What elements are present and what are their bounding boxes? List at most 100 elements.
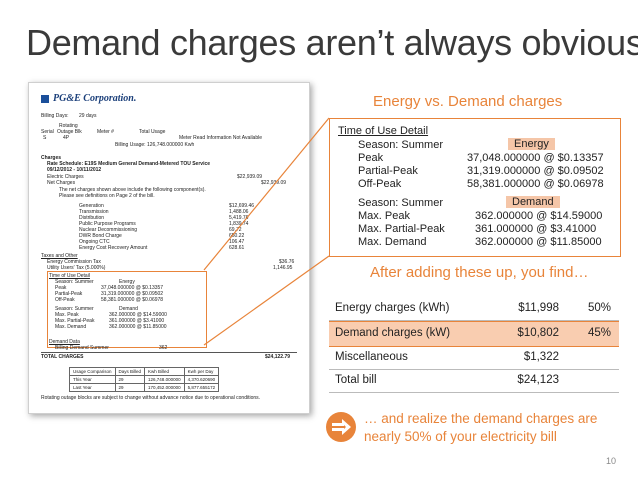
component-name: Nuclear Decommissioning: [79, 227, 138, 233]
tou-partial: Partial-Peak: [55, 291, 83, 297]
outage-blk-label: Outage Blk: [57, 129, 82, 135]
serial-label: Serial: [41, 129, 54, 135]
summary-amount: $11,998: [518, 302, 559, 314]
tou-energy: Energy: [119, 279, 135, 285]
table-cell: 29: [114, 375, 146, 384]
table-header-row: Usage Comparison Days Billed Kwh Billed …: [69, 367, 220, 376]
summary-label: Miscellaneous: [335, 351, 408, 363]
total-divider: [41, 352, 297, 353]
summary-row-demand: Demand charges (kW) $10,802 45%: [329, 321, 619, 347]
tou-offpeak-val: 58,381.000000 @ $0.06978: [101, 297, 164, 303]
table-row: This Year 29 126,748.000000 4,370.620690: [69, 375, 220, 384]
demand-data-label: Demand Data: [49, 339, 80, 345]
demand-tag: Demand: [506, 196, 560, 208]
table-header-cell: Usage Comparison: [69, 367, 116, 376]
table-header-cell: Kwh per Day: [183, 367, 220, 376]
component-name: Ongoing CTC: [79, 239, 110, 245]
tou-label: Time of Use Detail: [49, 273, 90, 279]
utility-tax-label: Utility Users' Tax (5.000%): [47, 265, 106, 271]
company-name: PG&E Corporation.: [53, 93, 137, 104]
meter-label: Meter #: [97, 129, 114, 135]
detail-offpeak-value: 58,381.000000 @ $0.06978: [467, 178, 604, 190]
total-charges-label: TOTAL CHARGES: [41, 354, 84, 360]
charges-label: Charges: [41, 155, 62, 161]
detail-maxpeak-value: 362.000000 @ $14.59000: [475, 210, 603, 222]
component-name: Public Purpose Programs: [79, 221, 136, 227]
component-name: DWR Bond Charge: [79, 233, 122, 239]
summary-row-misc: Miscellaneous $1,322: [329, 346, 619, 370]
net-note-2: Please see definitions on Page 2 of the …: [59, 193, 155, 199]
tou-demand: Demand: [119, 306, 138, 312]
table-header-cell: Days Billed: [114, 367, 146, 376]
summary-amount: $10,802: [517, 327, 559, 339]
net-charges-label: Net Charges: [47, 180, 76, 186]
detail-maxpartial-label: Max. Partial-Peak: [358, 223, 445, 235]
table-cell: 170,452.000000: [144, 383, 185, 392]
tou-partial-val: 31,319.000000 @ $0.09502: [101, 291, 164, 297]
table-cell: 29: [114, 383, 146, 392]
detail-partial-value: 31,319.000000 @ $0.09502: [467, 165, 604, 177]
utility-tax-amount: 1,146.95: [273, 265, 293, 271]
tou-season2: Season: Summer: [55, 306, 94, 312]
billing-demand-value: 362: [159, 345, 168, 351]
electric-charges-amount: $22,939.09: [237, 174, 263, 180]
component-name: Transmission: [79, 209, 109, 215]
tou-offpeak: Off-Peak: [55, 297, 75, 303]
detail-maxpeak-label: Max. Peak: [358, 210, 410, 222]
summary-row-total: Total bill $24,123: [329, 369, 619, 393]
realize-line-1: … and realize the demand charges are: [364, 411, 598, 426]
slide-title: Demand charges aren’t always obvious: [26, 22, 638, 63]
bill-document: PG&E Corporation. Billing Days: 29 days …: [28, 82, 310, 414]
detail-season-1: Season: Summer: [358, 139, 443, 151]
tou-maxdemand-val: 362.000000 @ $11.85000: [109, 324, 167, 330]
tou-peak-val: 37,048.000000 @ $0.13357: [101, 285, 164, 291]
arrow-right-icon: [326, 412, 356, 442]
table-cell: 126,748.000000: [144, 375, 185, 384]
summary-amount: $24,123: [517, 374, 559, 386]
tou-maxpartial-val: 361.000000 @ $3.41000: [109, 318, 165, 324]
taxes-label: Taxes and Other: [41, 253, 78, 259]
tou-peak: Peak: [55, 285, 67, 291]
net-charges-amount: $22,939.09: [261, 180, 287, 186]
detail-maxdemand-value: 362.000000 @ $11.85000: [475, 236, 602, 248]
after-adding-heading: After adding these up, you find…: [370, 264, 589, 281]
meter-read-note: Meter Read Information Not Available: [179, 135, 263, 141]
summary-row-energy: Energy charges (kWh) $11,998 50%: [329, 297, 619, 321]
summary-divider: [329, 320, 619, 321]
tou-maxpeak-val: 362.000000 @ $14.59000: [109, 312, 167, 318]
logo-mark-icon: [41, 94, 49, 103]
billing-days-value: 29 days: [79, 113, 97, 119]
summary-percent: 45%: [587, 327, 611, 339]
energy-tag: Energy: [508, 138, 555, 150]
detail-partial-label: Partial-Peak: [358, 165, 418, 177]
table-cell: This Year: [69, 375, 116, 384]
tou-maxdemand: Max. Demand: [55, 324, 87, 330]
billing-usage: Billing Usage: 126,748.000000 Kwh: [115, 142, 195, 148]
page-number: 10: [605, 456, 616, 466]
billing-demand-label: Billing Demand Summer: [55, 345, 109, 351]
tou-season: Season: Summer: [55, 279, 94, 285]
detail-peak-label: Peak: [358, 152, 384, 164]
detail-peak-value: 37,048.000000 @ $0.13357: [467, 152, 604, 164]
bill-footer-note: Rotating outage blocks are subject to ch…: [41, 395, 261, 401]
summary-label: Demand charges (kW): [335, 327, 451, 339]
energy-tax-label: Energy Commission Tax: [47, 259, 101, 265]
summary-percent: 50%: [587, 302, 611, 314]
summary-divider: [329, 369, 619, 370]
rotating-outage-label: Rotating: [59, 123, 78, 129]
usage-comparison-table: Usage Comparison Days Billed Kwh Billed …: [69, 367, 220, 392]
summary-label: Energy charges (kWh): [335, 302, 450, 314]
detail-season-2: Season: Summer: [358, 197, 443, 209]
detail-maxpartial-value: 361.000000 @ $3.41000: [475, 223, 597, 235]
tou-maxpeak: Max. Peak: [55, 312, 79, 318]
detail-maxdemand-label: Max. Demand: [358, 236, 427, 248]
table-row: Last Year 29 170,452.000000 5,877.655172: [69, 383, 220, 392]
summary-label: Total bill: [335, 374, 377, 386]
energy-vs-demand-heading: Energy vs. Demand charges: [373, 93, 563, 110]
billing-days-label: Billing Days:: [41, 113, 69, 119]
table-cell: Last Year: [69, 383, 116, 392]
realize-text: … and realize the demand charges are nea…: [364, 410, 597, 446]
billing-period: 09/12/2012 - 10/11/2012: [47, 167, 102, 173]
summary-divider: [329, 392, 619, 393]
table-header-cell: Kwh Billed: [144, 367, 185, 376]
